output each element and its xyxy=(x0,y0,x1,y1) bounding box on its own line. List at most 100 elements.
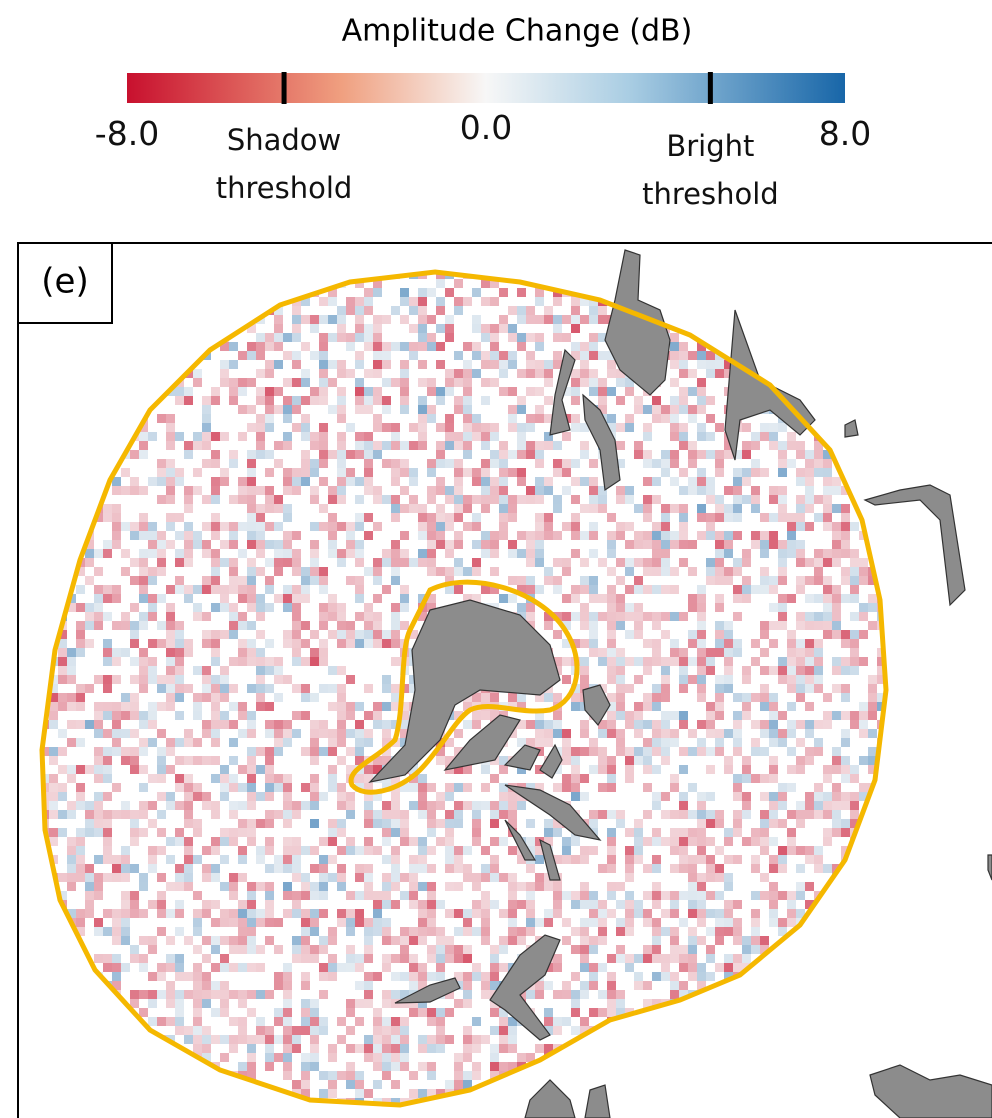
raster-cell xyxy=(580,531,589,540)
raster-cell xyxy=(571,423,580,432)
raster-cell xyxy=(166,657,175,666)
raster-cell xyxy=(274,288,283,297)
raster-cell xyxy=(580,846,589,855)
raster-cell xyxy=(283,630,292,639)
raster-cell xyxy=(760,936,769,945)
raster-cell xyxy=(193,1035,202,1044)
raster-cell xyxy=(427,531,436,540)
raster-cell xyxy=(850,468,859,477)
raster-cell xyxy=(760,990,769,999)
raster-cell xyxy=(859,1008,868,1017)
raster-cell xyxy=(607,837,616,846)
raster-cell xyxy=(283,531,292,540)
raster-cell xyxy=(139,612,148,621)
raster-cell xyxy=(301,873,310,882)
raster-cell xyxy=(733,810,742,819)
raster-cell xyxy=(346,918,355,927)
raster-cell xyxy=(697,387,706,396)
raster-cell xyxy=(670,657,679,666)
raster-cell xyxy=(328,612,337,621)
raster-cell xyxy=(652,639,661,648)
raster-cell xyxy=(751,342,760,351)
raster-cell xyxy=(247,594,256,603)
raster-cell xyxy=(859,1053,868,1062)
raster-cell xyxy=(634,396,643,405)
raster-cell xyxy=(607,1044,616,1053)
raster-cell xyxy=(40,558,49,567)
raster-cell xyxy=(499,387,508,396)
raster-cell xyxy=(238,963,247,972)
raster-cell xyxy=(67,1035,76,1044)
raster-cell xyxy=(427,927,436,936)
raster-cell xyxy=(886,459,895,468)
raster-cell xyxy=(832,981,841,990)
raster-cell xyxy=(859,1107,868,1116)
raster-cell xyxy=(130,450,139,459)
raster-cell xyxy=(301,936,310,945)
raster-cell xyxy=(373,972,382,981)
raster-cell xyxy=(85,819,94,828)
raster-cell xyxy=(364,837,373,846)
raster-cell xyxy=(49,1071,58,1080)
raster-cell xyxy=(706,819,715,828)
raster-cell xyxy=(49,828,58,837)
raster-cell xyxy=(715,747,724,756)
raster-cell xyxy=(319,1107,328,1116)
raster-cell xyxy=(292,396,301,405)
raster-cell xyxy=(121,1071,130,1080)
raster-cell xyxy=(85,378,94,387)
raster-cell xyxy=(535,342,544,351)
raster-cell xyxy=(643,288,652,297)
raster-cell xyxy=(634,1035,643,1044)
raster-cell xyxy=(436,513,445,522)
raster-cell xyxy=(508,900,517,909)
raster-cell xyxy=(715,504,724,513)
raster-cell xyxy=(337,1071,346,1080)
raster-cell xyxy=(832,882,841,891)
raster-cell xyxy=(598,927,607,936)
raster-cell xyxy=(76,702,85,711)
raster-cell xyxy=(418,504,427,513)
raster-cell xyxy=(832,594,841,603)
raster-cell xyxy=(688,882,697,891)
raster-cell xyxy=(364,567,373,576)
raster-cell xyxy=(445,432,454,441)
raster-cell xyxy=(616,1035,625,1044)
raster-cell xyxy=(355,450,364,459)
raster-cell xyxy=(274,783,283,792)
raster-cell xyxy=(571,1080,580,1089)
raster-cell xyxy=(103,504,112,513)
raster-cell xyxy=(364,288,373,297)
raster-cell xyxy=(373,819,382,828)
raster-cell xyxy=(157,684,166,693)
raster-cell xyxy=(823,864,832,873)
raster-cell xyxy=(562,738,571,747)
raster-cell xyxy=(670,783,679,792)
raster-cell xyxy=(436,945,445,954)
raster-cell xyxy=(355,549,364,558)
raster-cell xyxy=(814,468,823,477)
raster-cell xyxy=(76,801,85,810)
raster-cell xyxy=(274,1008,283,1017)
raster-cell xyxy=(103,873,112,882)
raster-cell xyxy=(220,666,229,675)
raster-cell xyxy=(886,999,895,1008)
raster-cell xyxy=(859,486,868,495)
raster-cell xyxy=(373,567,382,576)
raster-cell xyxy=(238,1026,247,1035)
raster-cell xyxy=(625,747,634,756)
raster-cell xyxy=(292,378,301,387)
raster-cell xyxy=(850,711,859,720)
raster-cell xyxy=(220,936,229,945)
raster-cell xyxy=(256,882,265,891)
raster-cell xyxy=(202,441,211,450)
raster-cell xyxy=(193,540,202,549)
raster-cell xyxy=(256,513,265,522)
raster-cell xyxy=(319,585,328,594)
raster-cell xyxy=(517,1053,526,1062)
raster-cell xyxy=(103,999,112,1008)
raster-cell xyxy=(202,549,211,558)
raster-cell xyxy=(490,450,499,459)
raster-cell xyxy=(571,765,580,774)
raster-cell xyxy=(634,747,643,756)
